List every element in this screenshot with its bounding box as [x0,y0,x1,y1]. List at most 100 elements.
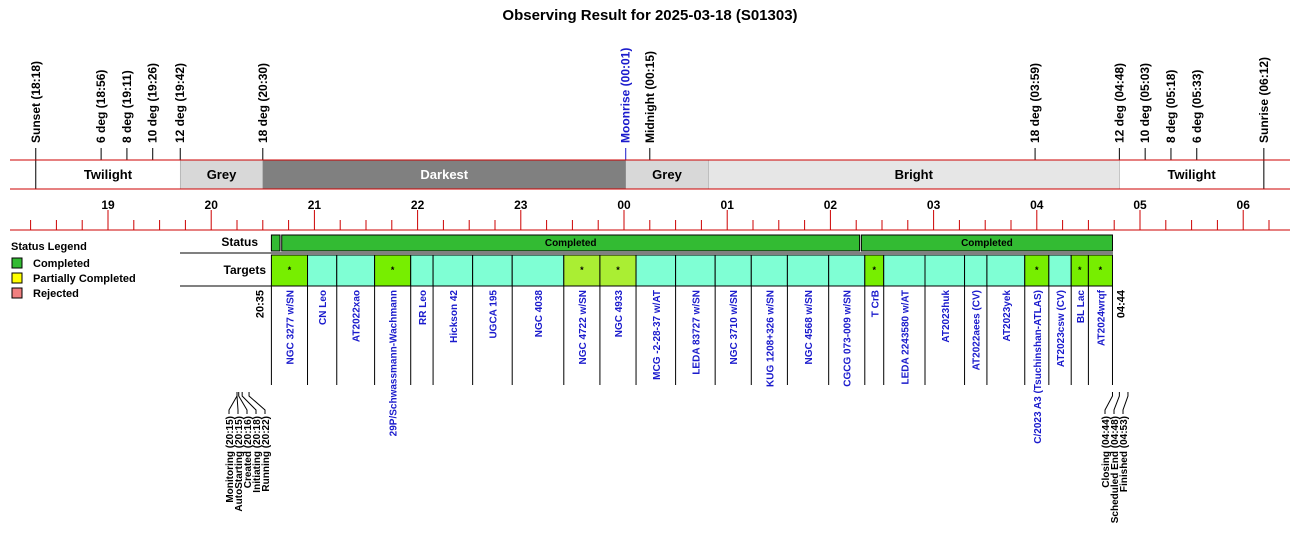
target-block [563,254,601,287]
target-block [1087,254,1113,287]
phase-label: Bright [895,167,934,182]
legend-item-label: Completed [33,258,90,270]
target-name: AT2023huk [941,290,952,343]
hour-label: 05 [1133,198,1147,212]
target-name: KUG 1208+326 w/SN [765,290,776,387]
session-end-label: 04:44 [1115,289,1127,318]
hour-label: 00 [617,198,631,212]
phase-segment [708,159,1120,190]
target-name: MCG -2-28-37 w/AT [652,290,663,380]
hour-label: 06 [1237,198,1251,212]
target-block [599,254,637,287]
target-block [374,254,412,287]
hour-label: 02 [824,198,838,212]
chart-title: Observing Result for 2025-03-18 (S01303) [502,7,797,24]
status-bar [270,234,281,252]
target-mark: * [580,265,584,275]
target-mark: * [616,265,620,275]
target-name: UGCA 195 [488,290,499,339]
target-name: CN Leo [318,290,329,325]
hour-label: 04 [1030,198,1044,212]
event-label: 6 deg (18:56) [94,70,108,143]
target-block [410,254,434,287]
event-label: 18 deg (20:30) [256,63,270,143]
event-label: Midnight (00:15) [643,51,657,143]
phase-segment [262,159,626,190]
target-block [986,254,1026,287]
phase-label: Grey [207,167,237,182]
sky-phases-band: Twilight Grey Darkest Grey Bright Twilight [10,159,1290,190]
status-row: Status Completed Completed [180,234,1113,254]
session-event-leader [228,392,238,414]
event-label: 12 deg (04:48) [1112,63,1126,143]
target-name: AT2022aees (CV) [972,290,983,370]
target-name: T CrB [870,290,881,317]
target-name: C/2023 A3 (Tsuchinshan-ATLAS) [1033,290,1044,444]
target-name: CGCG 073-009 w/SN [843,290,854,387]
session-event-leader [1104,392,1113,414]
target-name: AT2023yek [1002,290,1013,342]
target-block [307,254,338,287]
session-event-label: Created (20:16) [243,416,254,488]
session-event-leader [1122,392,1129,414]
target-mark: * [873,265,877,275]
session-event-leader [236,392,239,414]
target-block [750,254,788,287]
target-block [635,254,677,287]
target-name: AT2023csw (CV) [1056,290,1067,367]
session-event-label: Monitoring (20:15) [225,416,236,503]
target-block [1048,254,1072,287]
hour-label: 22 [411,198,425,212]
target-name: NGC 4722 w/SN [578,290,589,364]
target-mark: * [1035,265,1039,275]
session-event-label: Running (20:22) [261,416,272,492]
hour-label: 19 [101,198,115,212]
session-event-label: Finished (04:53) [1119,416,1130,492]
legend-item-label: Rejected [33,288,79,300]
target-block [828,254,866,287]
target-name: RR Leo [418,290,429,325]
session-event-leader [241,392,257,414]
phase-label: Twilight [1168,167,1217,182]
phase-label: Darkest [420,167,468,182]
event-label: 18 deg (03:59) [1028,63,1042,143]
event-label: Sunset (18:18) [29,61,43,143]
event-label: 8 deg (19:11) [120,70,134,143]
target-block [924,254,966,287]
target-block [270,254,309,287]
target-name: AT2022xao [352,290,363,342]
target-name: 29P/Schwassmann-Wachmann [389,290,400,436]
target-mark: * [391,265,395,275]
hour-label: 01 [721,198,735,212]
target-name: NGC 3277 w/SN [285,290,296,364]
target-name: BL Lac [1076,290,1087,324]
target-block [1024,254,1050,287]
session-event-leader [1113,392,1120,414]
target-name: LEDA 83727 w/SN [691,290,702,375]
target-block [883,254,926,287]
event-label: 8 deg (05:18) [1164,70,1178,143]
phase-label: Grey [652,167,682,182]
phase-label: Twilight [84,167,133,182]
legend-swatch [11,257,23,269]
sun-moon-events: Sunset (18:18) 6 deg (18:56) 8 deg (19:11)… [29,48,1271,160]
target-block [472,254,513,287]
targets-row-label: Targets [224,263,267,277]
status-bar-label: Completed [961,238,1013,249]
target-name: NGC 4568 w/SN [804,290,815,364]
event-label: Sunrise (06:12) [1257,57,1271,143]
session-event-leader [248,392,266,414]
target-mark: * [1099,265,1103,275]
event-label: 12 deg (19:42) [173,63,187,143]
session-event-leader [238,392,248,414]
hour-label: 03 [927,198,941,212]
target-block [675,254,716,287]
target-name: NGC 4933 [614,290,625,338]
target-block [964,254,988,287]
target-name: NGC 4038 [534,290,545,338]
event-label: 10 deg (05:03) [1138,63,1152,143]
target-block [336,254,376,287]
target-mark: * [288,265,292,275]
legend-title: Status Legend [11,241,87,253]
